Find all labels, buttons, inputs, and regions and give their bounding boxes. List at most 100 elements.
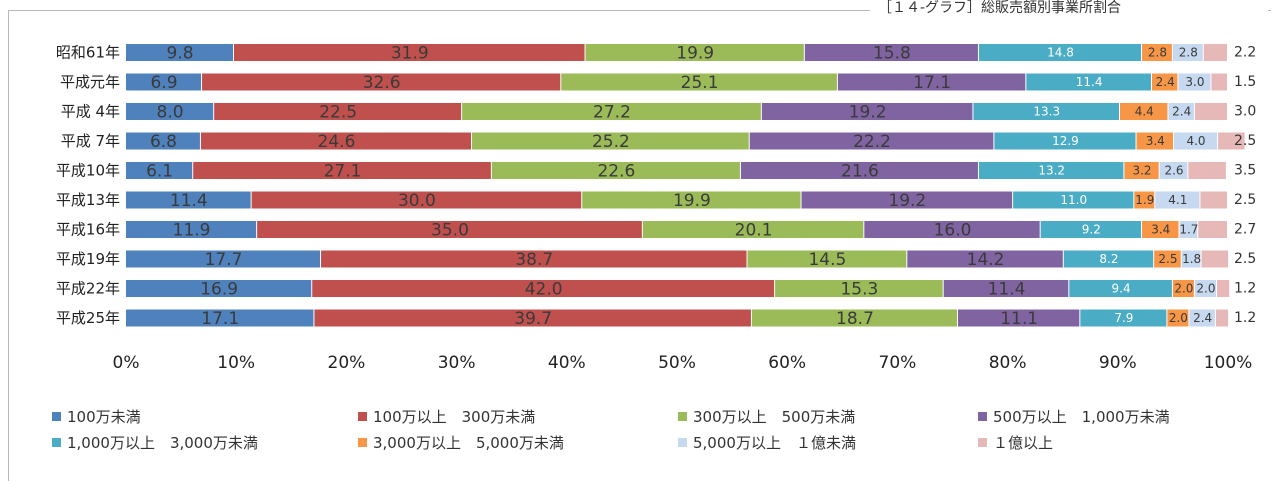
bar-segment — [958, 309, 1080, 327]
bar-segment — [1174, 132, 1218, 150]
bar-segment — [462, 103, 761, 120]
data-label: 6.9 — [150, 73, 177, 93]
data-label: 16.0 — [934, 221, 972, 241]
bar-segment — [907, 250, 1063, 268]
data-label: 17.1 — [913, 73, 951, 93]
bar-segment — [1172, 44, 1203, 61]
legend-label: １億以上 — [993, 434, 1054, 452]
legend-swatch — [978, 438, 987, 447]
bar-segment — [193, 162, 491, 179]
data-label: 30.0 — [398, 191, 436, 211]
bar-segment — [1168, 103, 1194, 120]
bar-segment — [1124, 162, 1159, 179]
legend-swatch — [358, 412, 367, 421]
category-label: 平成 4年 — [61, 103, 120, 121]
data-label: 3.2 — [1132, 164, 1151, 178]
legend-swatch — [678, 412, 687, 421]
category-label: 平成10年 — [56, 162, 120, 180]
bar-segment — [978, 162, 1124, 179]
data-label: 1.5 — [1234, 74, 1256, 90]
data-label: 25.2 — [592, 132, 630, 152]
legend-label: 100万未満 — [67, 408, 141, 426]
data-label: 2.5 — [1158, 252, 1177, 266]
x-tick-label: 40% — [548, 353, 586, 373]
data-label: 11.4 — [170, 191, 208, 211]
bar-segment — [1013, 191, 1134, 209]
bar-segment — [1194, 103, 1227, 120]
data-label: 21.6 — [841, 162, 879, 182]
legend-swatch — [358, 438, 367, 447]
bar-segment — [126, 103, 214, 120]
legend-label: 100万以上 300万未満 — [373, 408, 536, 426]
bar-segment — [202, 73, 561, 91]
bar-segment — [801, 191, 1013, 209]
bar-segment — [642, 221, 864, 238]
bar-segment — [1216, 280, 1230, 297]
data-label: 19.2 — [888, 191, 926, 211]
x-tick-label: 30% — [438, 353, 476, 373]
bar-segment — [1179, 221, 1198, 238]
bar-segment — [1136, 132, 1174, 150]
bar-segment — [747, 250, 907, 268]
bar-segment — [973, 103, 1120, 120]
bar-segment — [1155, 191, 1200, 209]
data-label: 3.5 — [1234, 163, 1256, 179]
bar-segment — [749, 132, 994, 150]
data-label: 19.9 — [676, 44, 714, 64]
data-label: 2.5 — [1234, 192, 1256, 208]
bar-segment — [233, 44, 585, 61]
bar-segment — [1154, 250, 1181, 268]
data-label: 3.0 — [1185, 75, 1204, 89]
bar-segment — [1167, 309, 1189, 327]
data-label: 2.5 — [1234, 133, 1256, 149]
data-label: 27.2 — [593, 103, 631, 123]
chart-frame — [8, 10, 1271, 481]
data-label: 9.2 — [1082, 223, 1101, 237]
bar-segment — [1203, 44, 1227, 61]
data-label: 8.2 — [1099, 252, 1118, 266]
data-label: 9.8 — [166, 44, 193, 64]
data-label: 6.1 — [146, 162, 173, 182]
data-label: 1.7 — [1179, 223, 1198, 237]
legend-label: 500万以上 1,000万未満 — [993, 408, 1170, 426]
bar-segment — [751, 309, 958, 327]
data-label: 2.5 — [1234, 251, 1256, 267]
data-label: 19.2 — [849, 103, 887, 123]
legend-swatch — [52, 438, 61, 447]
bar-segment — [1215, 309, 1229, 327]
x-tick-label: 60% — [768, 353, 806, 373]
category-label: 平成22年 — [56, 280, 120, 298]
category-label: 平成25年 — [56, 309, 120, 327]
legend-label: 300万以上 500万未満 — [693, 408, 856, 426]
bar-segment — [321, 250, 747, 268]
legend-label: 3,000万以上 5,000万未満 — [373, 434, 564, 452]
bar-segment — [1151, 73, 1178, 91]
bar-segment — [1201, 250, 1229, 268]
data-label: 2.4 — [1172, 105, 1191, 119]
legend-item: １億以上 — [978, 432, 1053, 453]
chart-legend: 100万未満 100万以上 300万未満 300万以上 500万未満 500万以上 1… — [52, 406, 1262, 466]
data-label: 4.1 — [1168, 193, 1187, 207]
bar-segment — [1080, 309, 1167, 327]
data-label: 7.9 — [1114, 311, 1133, 325]
data-label: 35.0 — [431, 221, 469, 241]
category-label: 昭和61年 — [56, 44, 120, 62]
legend-swatch — [52, 412, 61, 421]
data-label: 1.2 — [1234, 310, 1256, 326]
bar-segment — [761, 103, 973, 120]
data-label: 14.8 — [1047, 46, 1074, 60]
chart-title: ［１４-グラフ］総販売額別事業所割合 — [870, 0, 1268, 18]
bar-segment — [1188, 162, 1226, 179]
bar-segment — [561, 73, 837, 91]
data-label: 31.9 — [391, 44, 429, 64]
data-label: 2.4 — [1156, 75, 1175, 89]
data-label: 11.9 — [173, 221, 211, 241]
bar-segment — [582, 191, 801, 209]
category-label: 平成19年 — [56, 250, 120, 268]
data-label: 2.6 — [1164, 164, 1183, 178]
data-label: 18.7 — [836, 309, 874, 329]
data-label: 11.4 — [988, 280, 1026, 300]
bar-segment — [1134, 191, 1155, 209]
legend-item: 1,000万以上 3,000万未満 — [52, 432, 258, 453]
bar-segment — [1200, 191, 1227, 209]
